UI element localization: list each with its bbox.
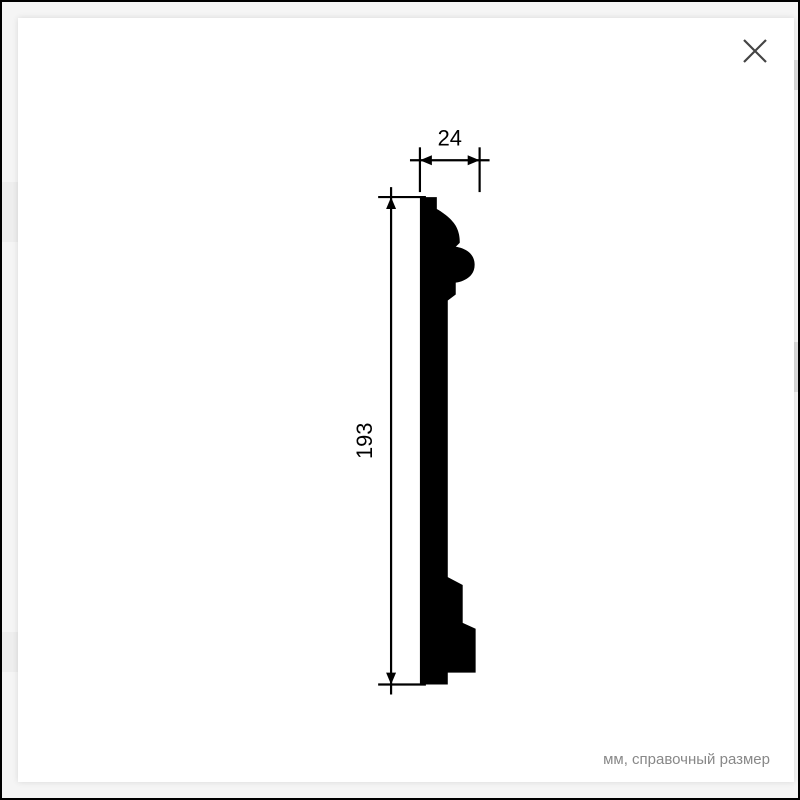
- bg-ghost: [2, 632, 18, 672]
- dimension-height: 193: [352, 187, 426, 694]
- page-frame: 24 193 мм, справочный размер: [0, 0, 800, 800]
- dimension-height-label: 193: [352, 423, 377, 460]
- profile-diagram: 24 193: [18, 18, 794, 782]
- bg-ghost: [794, 342, 798, 392]
- image-modal: 24 193 мм, справочный размер: [18, 18, 794, 782]
- dimension-width-label: 24: [438, 125, 462, 150]
- dimension-width: 24: [410, 125, 490, 192]
- units-caption: мм, справочный размер: [603, 751, 770, 768]
- bg-ghost: [794, 60, 798, 90]
- moulding-profile: [420, 197, 476, 684]
- bg-ghost: [2, 182, 18, 242]
